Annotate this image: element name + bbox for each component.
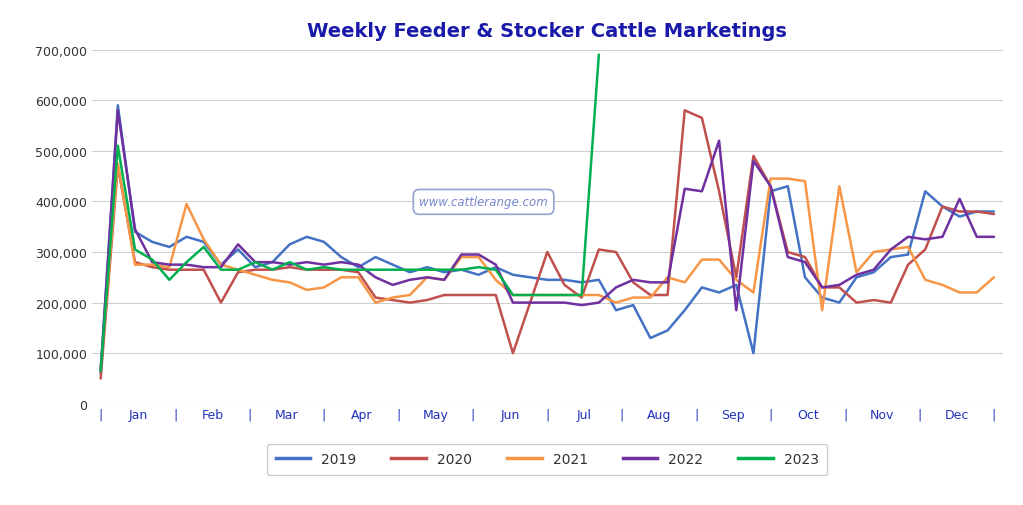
Title: Weekly Feeder & Stocker Cattle Marketings: Weekly Feeder & Stocker Cattle Marketing… bbox=[307, 22, 788, 40]
Text: www.cattlerange.com: www.cattlerange.com bbox=[419, 196, 548, 209]
Legend: 2019, 2020, 2021, 2022, 2023: 2019, 2020, 2021, 2022, 2023 bbox=[267, 444, 828, 475]
